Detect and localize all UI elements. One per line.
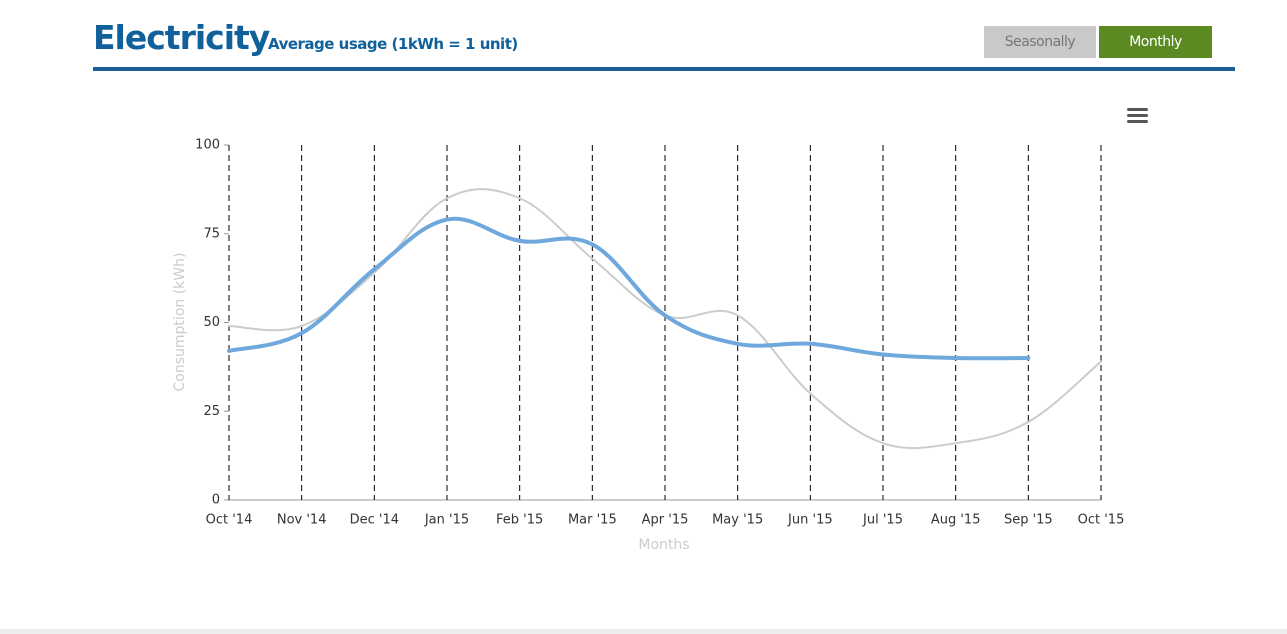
y-tick-label: 50 (203, 315, 220, 330)
page-subtitle: Average usage (1kWh = 1 unit) (268, 35, 518, 53)
x-tick-label: Jul '15 (862, 513, 903, 528)
x-tick-label: Oct '15 (1078, 513, 1125, 528)
page-title: Electricity (93, 18, 270, 57)
y-tick-label: 75 (203, 226, 220, 241)
footer-bar (0, 629, 1287, 634)
y-axis-title: Consumption (kWh) (172, 253, 188, 392)
x-tick-label: May '15 (712, 513, 763, 528)
x-tick-label: Dec '14 (350, 513, 399, 528)
y-tick-label: 100 (195, 138, 220, 153)
x-tick-label: Sep '15 (1004, 513, 1053, 528)
x-tick-label: Mar '15 (568, 513, 617, 528)
x-tick-label: Jun '15 (787, 513, 833, 528)
menu-icon[interactable] (1127, 108, 1148, 123)
x-axis-title: Months (638, 537, 689, 553)
series-line (227, 216, 1031, 361)
x-tick-label: Feb '15 (496, 513, 543, 528)
seasonally-button[interactable]: Seasonally (984, 26, 1096, 58)
y-tick-label: 0 (212, 493, 220, 508)
x-tick-label: Nov '14 (277, 513, 327, 528)
x-tick-label: Jan '15 (424, 513, 469, 528)
header-rule (93, 67, 1235, 71)
x-tick-label: Aug '15 (931, 513, 981, 528)
x-tick-label: Apr '15 (642, 513, 689, 528)
monthly-button[interactable]: Monthly (1099, 26, 1212, 58)
y-tick-label: 25 (203, 404, 220, 419)
x-tick-label: Oct '14 (206, 513, 253, 528)
